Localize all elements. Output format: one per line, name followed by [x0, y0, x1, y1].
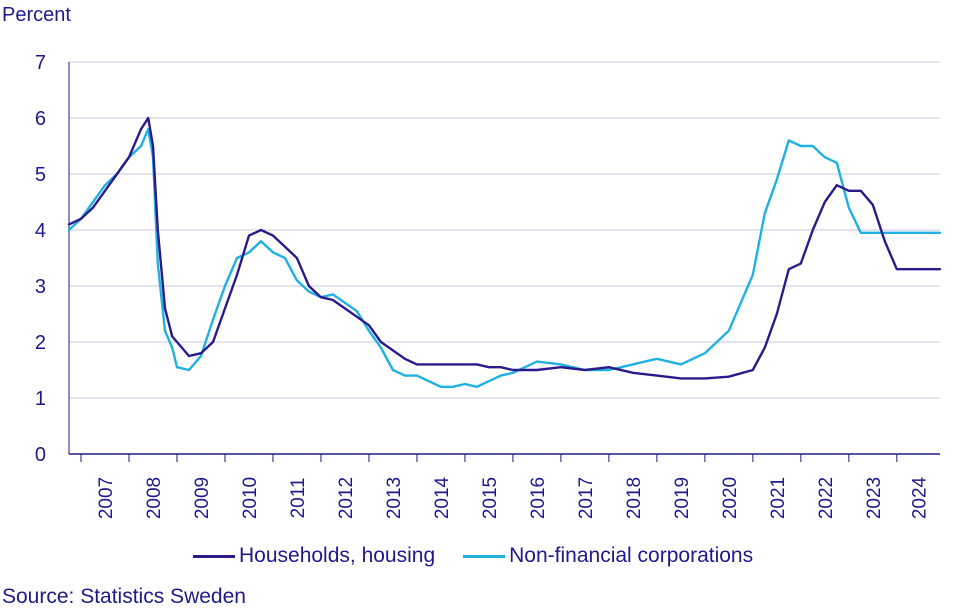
x-tick-label-2008: 2008 — [144, 477, 165, 519]
y-tick-label-6: 6 — [35, 108, 46, 130]
source-note: Source: Statistics Sweden — [2, 585, 246, 608]
legend-label-corporations: Non-financial corporations — [509, 544, 754, 567]
y-tick-label-3: 3 — [35, 276, 46, 298]
x-tick-label-2022: 2022 — [816, 477, 837, 519]
y-tick-label-4: 4 — [35, 220, 46, 242]
legend-label-households: Households, housing — [239, 544, 436, 567]
x-tick-label-2023: 2023 — [864, 477, 885, 519]
y-tick-label-7: 7 — [35, 52, 46, 74]
x-tick-label-2007: 2007 — [96, 477, 117, 519]
series-line-non-financial-corporations — [67, 127, 942, 388]
x-tick-label-2018: 2018 — [624, 477, 645, 519]
x-tick-label-2012: 2012 — [336, 477, 357, 519]
x-tick-label-2010: 2010 — [240, 477, 261, 519]
x-tick-label-2013: 2013 — [384, 477, 405, 519]
x-tick-label-2020: 2020 — [720, 477, 741, 519]
x-tick-label-2024: 2024 — [909, 476, 930, 519]
y-tick-label-5: 5 — [35, 164, 46, 186]
legend-swatch-households — [193, 554, 235, 558]
x-axis: 2007 2008 2009 2010 2011 2012 2013 2014 2015 2016… — [68, 62, 940, 519]
y-tick-labels: 0 1 2 3 4 5 6 7 — [35, 52, 46, 466]
x-tick-label-2017: 2017 — [576, 477, 597, 519]
y-tick-label-1: 1 — [35, 388, 46, 410]
gridlines — [69, 61, 940, 399]
x-tick-label-2009: 2009 — [192, 477, 213, 519]
y-tick-label-2: 2 — [35, 332, 46, 354]
legend-item-households: Households, housing — [193, 544, 435, 568]
series-line-households-housing — [67, 116, 942, 380]
y-tick-label-0: 0 — [35, 444, 46, 466]
legend: Households, housing Non-financial corpor… — [193, 544, 781, 568]
x-tick-label-2019: 2019 — [672, 477, 693, 519]
x-tick-label-2016: 2016 — [528, 477, 549, 519]
legend-item-corporations: Non-financial corporations — [463, 544, 753, 568]
y-axis-unit-label: Percent — [2, 4, 71, 26]
line-chart: 0 1 2 3 4 5 6 7 2007 2008 2009 2010 2011 2012 2013 201… — [35, 52, 942, 519]
series-lines — [67, 116, 942, 388]
legend-swatch-corporations — [463, 554, 506, 558]
x-tick-label-2014: 2014 — [432, 476, 453, 519]
x-tick-label-2015: 2015 — [480, 477, 501, 519]
x-tick-label-2011: 2011 — [288, 478, 309, 519]
x-tick-label-2021: 2021 — [768, 477, 789, 519]
